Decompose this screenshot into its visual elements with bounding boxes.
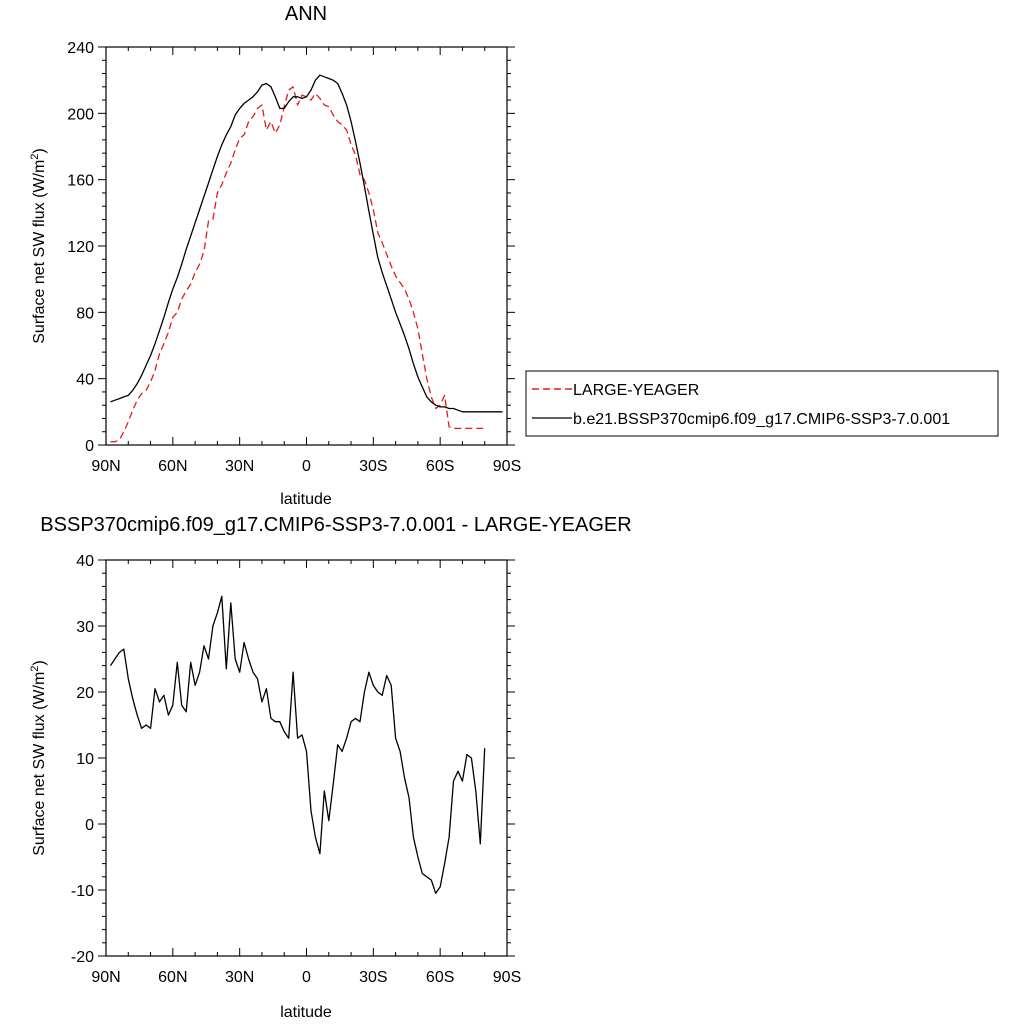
top-y-axis-label-sup: 2 bbox=[29, 154, 41, 160]
top-y-tick-label: 0 bbox=[85, 438, 94, 455]
legend-label-large-yeager: LARGE-YEAGER bbox=[573, 382, 699, 399]
bottom-y-axis-label-tail: ) bbox=[31, 660, 48, 665]
top-x-axis-label: latitude bbox=[280, 491, 332, 508]
top-ticks: 90N 60N 30N 0 30S 60S 90S 0 40 80 120 160 200 240 bbox=[67, 40, 521, 475]
top-y-tick-label: 40 bbox=[76, 372, 94, 389]
bottom-series-line-1 bbox=[109, 595, 486, 894]
top-y-axis-label: Surface net SW flux (W/m2) bbox=[29, 148, 48, 344]
bottom-y-tick-label: 30 bbox=[76, 619, 94, 636]
bottom-x-tick-label: 60S bbox=[426, 969, 454, 986]
top-x-tick-label: 90N bbox=[91, 458, 120, 475]
top-y-tick-label: 240 bbox=[67, 40, 94, 57]
top-series-line-1 bbox=[110, 86, 485, 443]
top-x-tick-label: 60S bbox=[426, 458, 454, 475]
bottom-x-axis-label: latitude bbox=[280, 1004, 332, 1021]
bottom-x-tick-label: 0 bbox=[302, 969, 311, 986]
top-y-axis-label-tail: ) bbox=[31, 148, 48, 153]
bottom-y-tick-label: 0 bbox=[85, 817, 94, 834]
top-panel-title: ANN bbox=[285, 3, 327, 25]
top-y-axis-label-main: Surface net SW flux (W/m bbox=[31, 160, 48, 344]
bottom-x-tick-label: 30S bbox=[359, 969, 387, 986]
bottom-series bbox=[109, 595, 486, 894]
bottom-y-tick-label: 40 bbox=[76, 553, 94, 570]
top-x-tick-label: 0 bbox=[302, 458, 311, 475]
bottom-panel-title: BSSP370cmip6.f09_g17.CMIP6-SSP3-7.0.001 … bbox=[40, 514, 631, 536]
bottom-y-tick-label: 20 bbox=[76, 685, 94, 702]
bottom-x-tick-label: 30N bbox=[225, 969, 254, 986]
bottom-y-axis-label-sup: 2 bbox=[29, 666, 41, 672]
bottom-x-tick-label: 90N bbox=[91, 969, 120, 986]
top-series-line-2 bbox=[110, 74, 503, 413]
top-x-tick-label: 90S bbox=[493, 458, 521, 475]
legend-label-bssp370: b.e21.BSSP370cmip6.f09_g17.CMIP6-SSP3-7.… bbox=[573, 411, 950, 428]
top-series bbox=[110, 74, 503, 443]
legend-box bbox=[525, 370, 999, 437]
bottom-y-tick-label: -10 bbox=[71, 883, 94, 900]
bottom-y-tick-label: 10 bbox=[76, 751, 94, 768]
top-y-tick-label: 160 bbox=[67, 173, 94, 190]
bottom-y-tick-label: -20 bbox=[71, 949, 94, 966]
top-plot-frame bbox=[105, 46, 508, 446]
top-y-tick-label: 120 bbox=[67, 239, 94, 256]
top-y-tick-label: 80 bbox=[76, 305, 94, 322]
bottom-x-tick-label: 90S bbox=[493, 969, 521, 986]
top-y-tick-label: 200 bbox=[67, 106, 94, 123]
top-panel: ANN 90N 60N 30N 0 30S 60S 90S 0 40 80 120 160 200 240… bbox=[29, 3, 521, 508]
bottom-y-axis-label-main: Surface net SW flux (W/m bbox=[31, 672, 48, 856]
bottom-y-axis-label: Surface net SW flux (W/m2) bbox=[29, 660, 48, 856]
top-x-tick-label: 30S bbox=[359, 458, 387, 475]
bottom-x-tick-label: 60N bbox=[158, 969, 187, 986]
bottom-panel: BSSP370cmip6.f09_g17.CMIP6-SSP3-7.0.001 … bbox=[29, 514, 632, 1021]
top-x-tick-label: 60N bbox=[158, 458, 187, 475]
top-x-tick-label: 30N bbox=[225, 458, 254, 475]
legend: LARGE-YEAGER b.e21.BSSP370cmip6.f09_g17.… bbox=[525, 370, 999, 437]
bottom-ticks: 90N 60N 30N 0 30S 60S 90S -20 -10 0 10 20 30 40 bbox=[71, 553, 521, 986]
